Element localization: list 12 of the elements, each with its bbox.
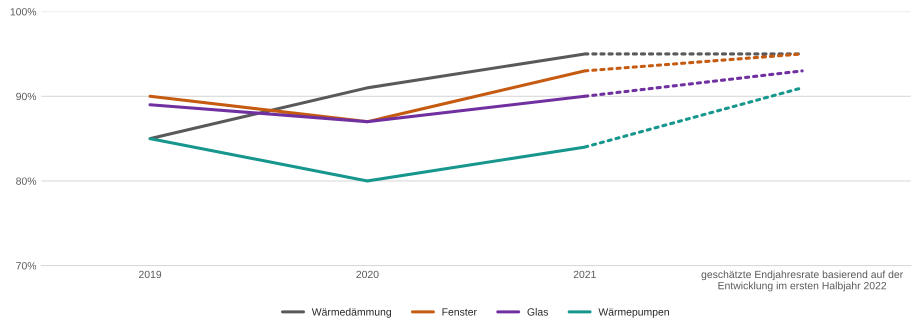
x-tick-label: 2019: [139, 270, 162, 278]
y-tick-label: 90%: [16, 92, 36, 100]
x-tick-label: 2021: [574, 270, 596, 278]
legend-label: Fenster: [442, 308, 477, 316]
y-tick-label: 100%: [10, 8, 36, 16]
legend-label: Glas: [527, 308, 548, 316]
legend-label: Wärmepumpen: [598, 308, 669, 318]
x-tick-label: geschätzte Endjahresrate basierend auf der Entwicklung im ersten Halbjahr 2022: [702, 270, 904, 292]
x-tick-label: 2020: [356, 270, 379, 278]
y-tick-label: 70%: [16, 262, 36, 270]
legend-label: Wärmedämmung: [312, 308, 391, 318]
y-tick-label: 80%: [16, 177, 36, 185]
